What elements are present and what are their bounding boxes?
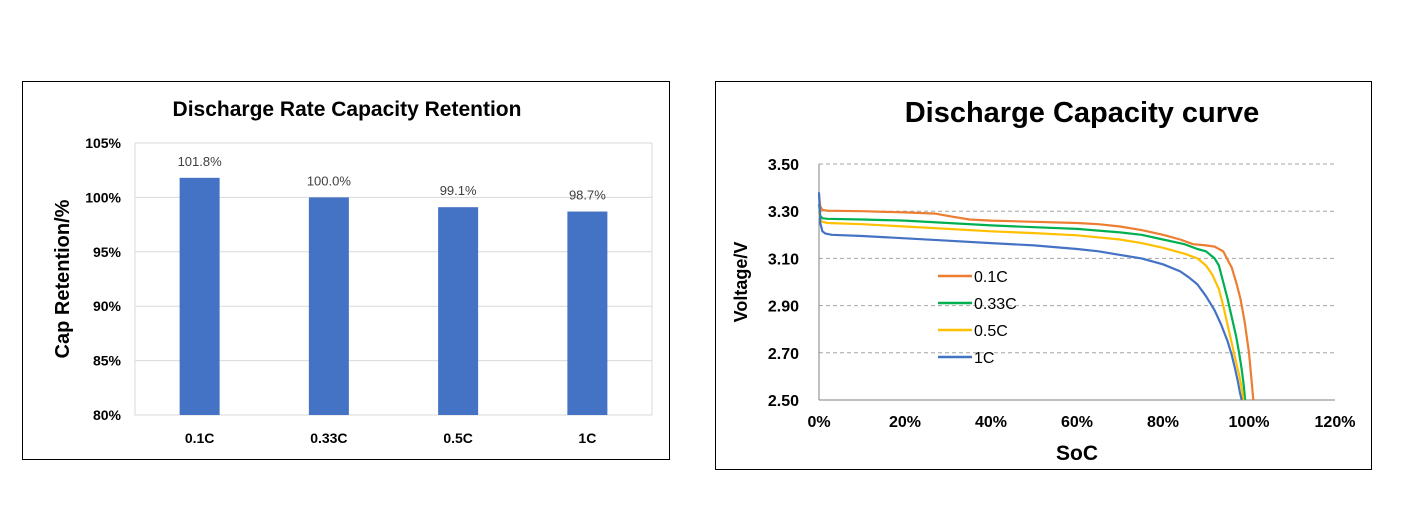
x-tick-label: 20% <box>889 414 921 431</box>
y-tick-label: 80% <box>93 407 122 423</box>
x-tick-label: 120% <box>1315 414 1356 431</box>
x-tick-label: 0.1C <box>185 430 215 446</box>
bar <box>438 207 479 415</box>
x-tick-label: 40% <box>975 414 1007 431</box>
legend-label: 0.33C <box>974 296 1017 313</box>
series-line-1C <box>817 192 1243 401</box>
x-tick-label: 1C <box>578 430 596 446</box>
y-tick-label: 2.50 <box>768 393 799 410</box>
y-tick-label: 95% <box>93 244 122 260</box>
x-tick-label: 100% <box>1229 414 1270 431</box>
x-axis-label: SoC <box>1056 442 1098 465</box>
y-tick-label: 2.90 <box>768 299 799 316</box>
legend-label: 0.5C <box>974 323 1008 340</box>
y-tick-label: 90% <box>93 298 122 314</box>
y-tick-label: 3.30 <box>768 204 799 221</box>
bar-chart-panel: Discharge Rate Capacity Retention 80% 85% 9… <box>22 81 670 460</box>
data-label: 98.7% <box>569 188 606 203</box>
data-label: 100.0% <box>307 173 352 188</box>
y-axis-label: Voltage/V <box>731 242 751 323</box>
y-tick-label: 100% <box>85 189 121 205</box>
y-tick-label: 2.70 <box>768 346 799 363</box>
series-line-0-1C <box>817 194 1255 401</box>
x-tick-label: 0.5C <box>443 430 473 446</box>
x-tick-label: 0.33C <box>310 430 347 446</box>
y-axis-label: Cap Retention/% <box>52 199 74 358</box>
chart-title: Discharge Rate Capacity Retention <box>173 98 522 121</box>
x-tick-label: 80% <box>1147 414 1179 431</box>
bar <box>308 197 349 415</box>
y-tick-label: 3.10 <box>768 251 799 268</box>
legend-label: 0.1C <box>974 269 1008 286</box>
series-line-0-5C <box>817 211 1245 401</box>
data-label: 99.1% <box>440 183 477 198</box>
line-chart-svg: Discharge Capacity curve 2.50 2.70 2.90 3.10… <box>731 97 1356 465</box>
bar <box>567 211 608 415</box>
series-line-0-33C <box>817 203 1247 401</box>
y-tick-label: 3.50 <box>768 157 799 174</box>
legend-label: 1C <box>974 350 994 367</box>
bar-chart-svg: Discharge Rate Capacity Retention 80% 85% 9… <box>52 98 653 446</box>
x-tick-label: 0% <box>807 414 830 431</box>
y-tick-label: 85% <box>93 353 122 369</box>
line-chart-panel: Discharge Capacity curve 2.50 2.70 2.90 3.10… <box>715 81 1372 470</box>
y-tick-label: 105% <box>85 135 121 151</box>
bar <box>179 177 220 415</box>
data-label: 101.8% <box>178 154 223 169</box>
chart-title: Discharge Capacity curve <box>905 97 1260 129</box>
x-tick-label: 60% <box>1061 414 1093 431</box>
